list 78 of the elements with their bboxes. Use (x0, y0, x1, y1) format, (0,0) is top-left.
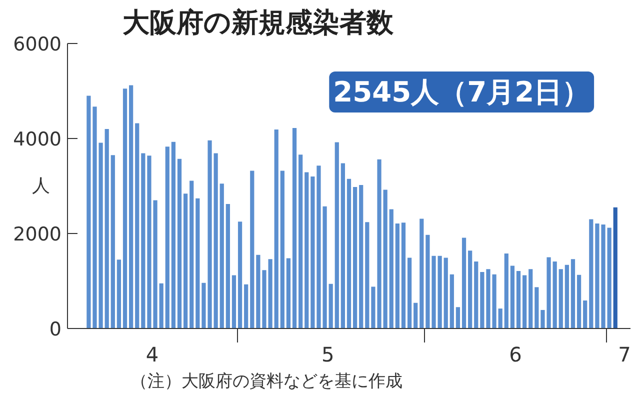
bar (528, 269, 533, 328)
bar (456, 307, 460, 328)
bar (474, 262, 478, 328)
bar (359, 185, 364, 328)
bar (171, 142, 176, 328)
bar (238, 222, 242, 328)
bar (292, 128, 297, 328)
text: （注）大阪府の資料などを基に作成 (130, 372, 402, 392)
bar (564, 264, 569, 328)
bar (244, 284, 248, 328)
bar (613, 207, 618, 328)
bar (522, 275, 527, 328)
bar (298, 154, 303, 328)
chart-title: 大阪府の新規感染者数 (122, 8, 394, 38)
bar (444, 258, 448, 328)
bar (420, 218, 424, 328)
bar (498, 308, 502, 328)
bar (383, 190, 388, 328)
bar (86, 96, 91, 328)
bar (583, 300, 588, 328)
bar (607, 228, 612, 328)
bar (576, 274, 582, 328)
annotation: 2545人（7月2日） (333, 75, 590, 108)
bar (104, 129, 109, 328)
bar (589, 219, 594, 328)
bar (110, 155, 115, 328)
bar (480, 272, 484, 328)
bar (135, 123, 140, 328)
bar (250, 170, 254, 328)
y-tick-label: 6000 (13, 34, 62, 56)
bar (310, 176, 315, 328)
bar (365, 222, 370, 328)
bar (274, 129, 278, 328)
bar (196, 198, 200, 328)
bar (177, 158, 182, 328)
bar (328, 284, 333, 328)
bar (183, 194, 188, 328)
bar (226, 204, 230, 328)
bar (122, 88, 128, 328)
bar (129, 85, 134, 328)
y-tick-label: 2000 (13, 224, 62, 246)
bar (334, 142, 339, 328)
bar (510, 266, 515, 328)
bar (450, 274, 454, 328)
bar (516, 271, 521, 328)
x-tick-label: 6 (509, 342, 522, 366)
x-tick-label: 4 (146, 342, 159, 366)
bar (395, 224, 400, 328)
bar (389, 209, 394, 328)
bar (286, 258, 291, 328)
bar (214, 153, 218, 328)
bar (159, 283, 164, 328)
bar (280, 170, 284, 328)
bar (534, 287, 539, 328)
bar (352, 186, 358, 328)
bar (504, 253, 508, 328)
bar (552, 262, 557, 328)
bar (220, 184, 224, 328)
bar (141, 153, 146, 328)
bar (190, 180, 194, 328)
bar (165, 146, 170, 328)
bar (340, 163, 346, 328)
bar (414, 302, 418, 328)
bar (558, 269, 563, 328)
bar (468, 250, 472, 328)
bar (346, 178, 352, 328)
bar (304, 172, 309, 328)
y-tick-label: 4000 (13, 128, 62, 150)
bar (116, 260, 122, 328)
bar (570, 259, 576, 328)
bar (401, 222, 406, 328)
y-axis-title: 人 (32, 176, 50, 196)
bar (232, 275, 236, 328)
bar (462, 238, 466, 328)
y-tick-label: 0 (49, 318, 62, 340)
bar (407, 258, 412, 328)
x-tick-label: 7 (618, 342, 631, 366)
x-tick-label: 5 (321, 342, 334, 366)
